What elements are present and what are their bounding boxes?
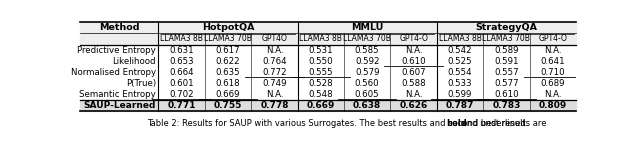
Text: StrategyQA: StrategyQA bbox=[476, 23, 538, 32]
Text: 0.601: 0.601 bbox=[169, 79, 194, 88]
Text: 0.783: 0.783 bbox=[492, 101, 520, 110]
Text: LLAMA3 70B: LLAMA3 70B bbox=[483, 34, 531, 44]
Text: N.A.: N.A. bbox=[544, 46, 561, 55]
Text: N.A.: N.A. bbox=[266, 46, 283, 55]
Text: 0.771: 0.771 bbox=[167, 101, 196, 110]
Text: 0.669: 0.669 bbox=[307, 101, 335, 110]
Text: N.A.: N.A. bbox=[266, 90, 283, 99]
Text: 0.689: 0.689 bbox=[541, 79, 565, 88]
Text: 0.664: 0.664 bbox=[169, 68, 194, 77]
Text: 0.710: 0.710 bbox=[541, 68, 565, 77]
Text: 0.787: 0.787 bbox=[445, 101, 474, 110]
Text: 0.669: 0.669 bbox=[216, 90, 240, 99]
Text: SAUP-Learned: SAUP-Learned bbox=[83, 101, 156, 110]
Text: 0.809: 0.809 bbox=[539, 101, 567, 110]
Text: 0.591: 0.591 bbox=[494, 57, 518, 66]
Text: 0.531: 0.531 bbox=[308, 46, 333, 55]
Text: 0.525: 0.525 bbox=[447, 57, 472, 66]
Text: 0.635: 0.635 bbox=[216, 68, 240, 77]
Text: 0.542: 0.542 bbox=[447, 46, 472, 55]
Text: N.A.: N.A. bbox=[405, 90, 422, 99]
Text: 0.653: 0.653 bbox=[169, 57, 194, 66]
Text: 0.550: 0.550 bbox=[308, 57, 333, 66]
Text: 0.579: 0.579 bbox=[355, 68, 380, 77]
Bar bbox=[80, 22, 576, 33]
Text: GPT4-O: GPT4-O bbox=[399, 34, 428, 44]
Text: 0.560: 0.560 bbox=[355, 79, 380, 88]
Text: 0.588: 0.588 bbox=[401, 79, 426, 88]
Text: 0.772: 0.772 bbox=[262, 68, 287, 77]
Text: and underlined.: and underlined. bbox=[460, 119, 529, 128]
Text: LLAMA3 8B: LLAMA3 8B bbox=[300, 34, 342, 44]
Text: Table 2: Results for SAUP with various Surrogates. The best results and second b: Table 2: Results for SAUP with various S… bbox=[147, 119, 549, 128]
Text: 0.764: 0.764 bbox=[262, 57, 287, 66]
Text: 0.554: 0.554 bbox=[447, 68, 472, 77]
Text: 0.702: 0.702 bbox=[169, 90, 194, 99]
Text: 0.533: 0.533 bbox=[447, 79, 472, 88]
Text: 0.589: 0.589 bbox=[494, 46, 518, 55]
Text: 0.641: 0.641 bbox=[541, 57, 565, 66]
Text: N.A.: N.A. bbox=[544, 90, 561, 99]
Text: LLAMA3 70B: LLAMA3 70B bbox=[204, 34, 252, 44]
Text: 0.607: 0.607 bbox=[401, 68, 426, 77]
Text: bold: bold bbox=[447, 119, 467, 128]
Text: 0.528: 0.528 bbox=[308, 79, 333, 88]
Text: HotpotQA: HotpotQA bbox=[202, 23, 254, 32]
Text: LLAMA3 70B: LLAMA3 70B bbox=[343, 34, 391, 44]
Text: 0.610: 0.610 bbox=[401, 57, 426, 66]
Text: 0.638: 0.638 bbox=[353, 101, 381, 110]
Text: 0.617: 0.617 bbox=[216, 46, 240, 55]
Text: Normalised Entropy: Normalised Entropy bbox=[71, 68, 156, 77]
Text: Likelihood: Likelihood bbox=[113, 57, 156, 66]
Text: MMLU: MMLU bbox=[351, 23, 383, 32]
Text: 0.631: 0.631 bbox=[169, 46, 194, 55]
Text: GPT4-O: GPT4-O bbox=[538, 34, 567, 44]
Text: 0.577: 0.577 bbox=[494, 79, 518, 88]
Text: Predictive Entropy: Predictive Entropy bbox=[77, 46, 156, 55]
Text: Semantic Entropy: Semantic Entropy bbox=[79, 90, 156, 99]
Text: N.A.: N.A. bbox=[405, 46, 422, 55]
Bar bbox=[80, 33, 576, 45]
Text: 0.610: 0.610 bbox=[494, 90, 518, 99]
Bar bbox=[80, 100, 576, 111]
Text: 0.555: 0.555 bbox=[308, 68, 333, 77]
Text: 0.548: 0.548 bbox=[308, 90, 333, 99]
Text: 0.755: 0.755 bbox=[214, 101, 242, 110]
Text: P(True): P(True) bbox=[126, 79, 156, 88]
Text: 0.618: 0.618 bbox=[216, 79, 240, 88]
Text: 0.557: 0.557 bbox=[494, 68, 518, 77]
Text: 0.585: 0.585 bbox=[355, 46, 380, 55]
Text: 0.778: 0.778 bbox=[260, 101, 289, 110]
Text: 0.622: 0.622 bbox=[216, 57, 240, 66]
Text: LLAMA3 8B: LLAMA3 8B bbox=[160, 34, 203, 44]
Text: LLAMA3 8B: LLAMA3 8B bbox=[438, 34, 481, 44]
Text: 0.592: 0.592 bbox=[355, 57, 380, 66]
Text: GPT4O: GPT4O bbox=[261, 34, 287, 44]
Text: 0.749: 0.749 bbox=[262, 79, 287, 88]
Text: 0.599: 0.599 bbox=[448, 90, 472, 99]
Text: 0.626: 0.626 bbox=[399, 101, 428, 110]
Text: 0.605: 0.605 bbox=[355, 90, 380, 99]
Text: Method: Method bbox=[99, 23, 140, 32]
